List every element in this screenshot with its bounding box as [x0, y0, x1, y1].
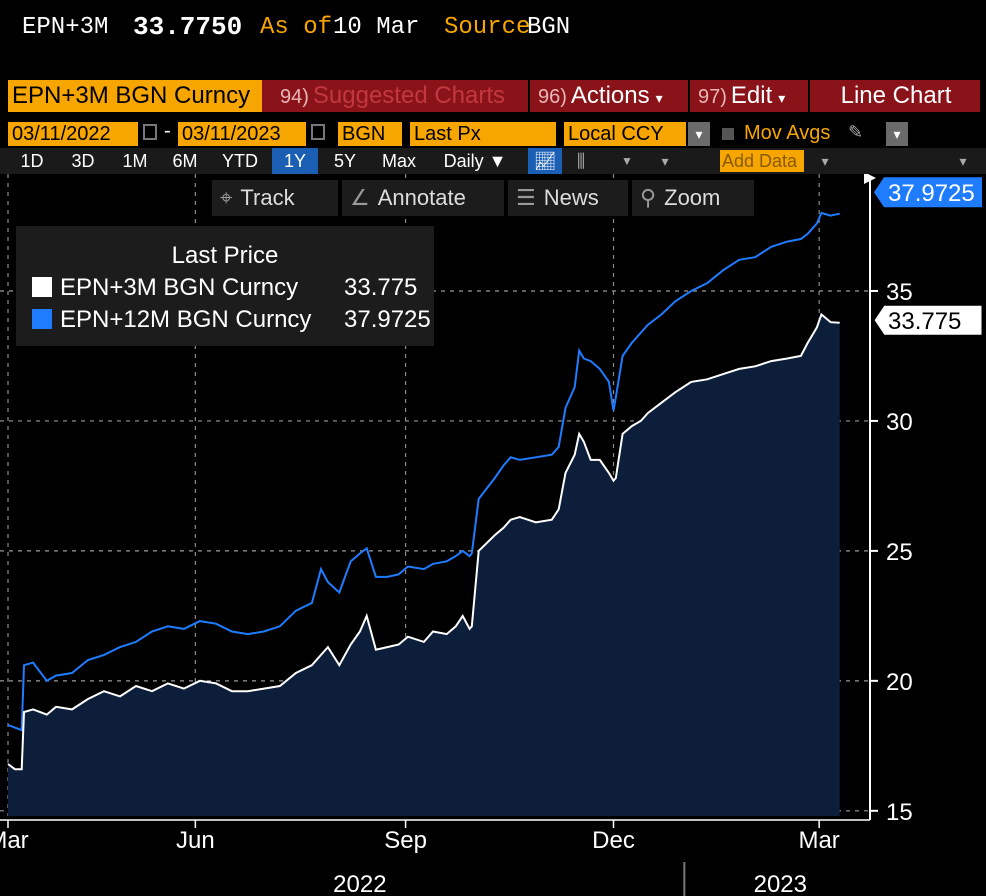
range-max-button[interactable]: Max: [381, 151, 416, 171]
legend-item-value: 37.9725: [344, 306, 431, 333]
as-of-value: 10 Mar: [333, 14, 420, 41]
settings-dropdown-button[interactable]: ▾: [886, 122, 908, 146]
chart-legend: Last Price EPN+3M BGN Curncy 33.775 EPN+…: [16, 226, 434, 346]
currency-select[interactable]: Local CCY: [564, 122, 686, 146]
zoom-button[interactable]: ⚲ Zoom: [632, 180, 754, 216]
start-date-input[interactable]: 03/11/2022: [8, 122, 138, 146]
price-chart[interactable]: 15 20 25 30 35 Mar Jun Sep Dec Mar 2022 2023 37.972…: [0, 174, 986, 896]
end-date-input[interactable]: 03/11/2023: [178, 122, 306, 146]
add-data-input[interactable]: Add Data: [720, 150, 804, 172]
chevron-down-icon[interactable]: ▼: [621, 154, 633, 168]
last-value-tag-12m-bg: [874, 177, 982, 208]
mov-avgs-checkbox[interactable]: [722, 128, 734, 140]
source-value: BGN: [527, 14, 571, 41]
y-tick-label: 30: [886, 409, 913, 436]
series-area-epn-3m: [8, 314, 840, 816]
annotate-label: Annotate: [377, 185, 466, 210]
chevron-down-icon: ▾: [778, 90, 786, 106]
y-tick-label: 35: [886, 279, 913, 306]
function-bar: EPN+3M BGN Curncy 94) Suggested Charts 96…: [8, 80, 980, 112]
range-row: 1D 3D 1M 6M YTD 1Y 5Y Max Daily ▼ 📈︎ ⫼ ▼…: [0, 148, 986, 174]
x-tick-label: Mar: [798, 827, 839, 854]
y-tick-label: 15: [886, 799, 913, 826]
axes: 15 20 25 30 35 Mar Jun Sep Dec Mar 2022 2023: [0, 174, 913, 896]
pencil-icon[interactable]: ✎: [848, 122, 864, 142]
security-input[interactable]: EPN+3M BGN Curncy: [8, 80, 262, 112]
annotate-button[interactable]: ∠ Annotate: [342, 180, 504, 216]
quote-line: EPN+3M 33.7750 As of 10 Mar Source BGN: [0, 0, 986, 60]
last-value-tag-12m: 37.9725: [888, 180, 975, 207]
suggested-charts-number: 94): [280, 86, 309, 108]
actions-menu[interactable]: 96) Actions ▾: [528, 80, 686, 112]
as-of-label: As of: [260, 14, 333, 41]
add-data-dropdown-icon[interactable]: ▾: [821, 153, 829, 169]
news-label: News: [543, 185, 599, 210]
suggested-charts-button[interactable]: 94) Suggested Charts: [270, 80, 522, 112]
last-value-tag-3m: 33.775: [888, 308, 961, 335]
bar-chart-icon[interactable]: ⫼: [576, 151, 586, 171]
actions-label: Actions: [570, 82, 650, 109]
track-label: Track: [240, 185, 295, 210]
currency-dropdown-button[interactable]: ▾: [688, 122, 710, 146]
filter-icon[interactable]: ▾: [661, 153, 669, 169]
magnifier-icon: ⚲: [640, 185, 657, 210]
legend-item-epn-3m[interactable]: EPN+3M BGN Curncy 33.775: [32, 274, 417, 302]
settings-row: 03/11/2022 - 03/11/2023 BGN Last Px Loca…: [0, 120, 986, 148]
edit-label: Edit: [730, 82, 773, 109]
x-tick-label: Dec: [592, 827, 635, 854]
calendar-icon[interactable]: [143, 124, 157, 140]
crosshair-icon: ⌖: [220, 185, 233, 210]
series-line-epn-3m: [7, 312, 840, 771]
quote-price: 33.7750: [133, 12, 243, 42]
actions-number: 96): [538, 86, 567, 108]
last-value-tag-3m-bg: [873, 304, 983, 336]
legend-item-epn-12m[interactable]: EPN+12M BGN Curncy 37.9725: [32, 306, 431, 334]
zoom-label: Zoom: [664, 185, 721, 210]
year-label-2023: 2023: [754, 871, 807, 896]
edit-menu[interactable]: 97) Edit ▾: [688, 80, 802, 112]
legend-item-name: EPN+12M BGN Curncy: [60, 306, 312, 333]
date-range-dash: -: [164, 120, 171, 142]
suggested-charts-label: Suggested Charts: [312, 82, 506, 109]
chart-type-button[interactable]: Line Chart: [808, 80, 982, 112]
x-tick-label: Sep: [384, 827, 427, 854]
line-chart-icon[interactable]: 📈︎: [528, 148, 562, 174]
x-tick-label: Mar: [0, 827, 29, 854]
legend-item-value: 33.775: [344, 274, 418, 301]
periodicity-select[interactable]: Daily ▼: [443, 151, 507, 171]
news-icon: ☰: [516, 185, 536, 210]
edit-number: 97): [698, 86, 727, 108]
range-3d-button[interactable]: 3D: [71, 151, 95, 171]
pricing-source-input[interactable]: BGN: [338, 122, 402, 146]
news-button[interactable]: ☰ News: [508, 180, 628, 216]
legend-title: Last Price: [171, 242, 279, 269]
range-1m-button[interactable]: 1M: [122, 151, 148, 171]
range-1y-button[interactable]: 1Y: [272, 148, 318, 174]
source-label: Source: [444, 14, 531, 41]
legend-item-name: EPN+3M BGN Curncy: [60, 274, 299, 301]
x-tick-label: Jun: [176, 827, 215, 854]
annotate-icon: ∠: [350, 185, 370, 210]
field-select[interactable]: Last Px: [410, 122, 556, 146]
calendar-icon[interactable]: [311, 124, 325, 140]
range-1d-button[interactable]: 1D: [20, 151, 44, 171]
row-menu-icon[interactable]: ▾: [959, 153, 967, 169]
y-tick-label: 25: [886, 539, 913, 566]
quote-ticker: EPN+3M: [22, 14, 109, 41]
legend-swatch: [32, 309, 52, 329]
track-button[interactable]: ⌖ Track: [212, 180, 338, 216]
legend-swatch: [32, 277, 52, 297]
mov-avgs-label: Mov Avgs: [744, 122, 831, 144]
chevron-down-icon: ▾: [655, 90, 663, 106]
last-value-tags: 37.9725 33.775: [873, 177, 983, 336]
y-tick-label: 20: [886, 669, 913, 696]
series-line-epn-12m: [7, 211, 840, 732]
year-label-2022: 2022: [333, 871, 386, 896]
periodicity-label: Daily: [443, 151, 484, 171]
y-axis-arrow: [864, 174, 876, 184]
range-6m-button[interactable]: 6M: [172, 151, 198, 171]
range-5y-button[interactable]: 5Y: [333, 151, 357, 171]
range-ytd-button[interactable]: YTD: [222, 151, 258, 171]
